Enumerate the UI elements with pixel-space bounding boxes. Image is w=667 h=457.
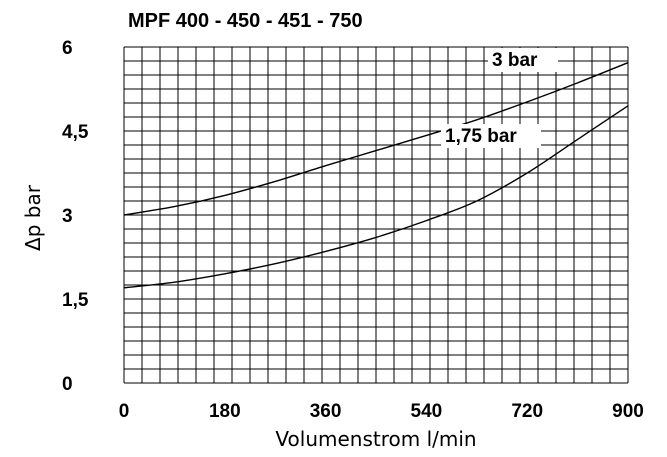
series-label-background [488,48,558,72]
x-axis-ticks: 0 180 360 540 720 900 [119,401,644,422]
x-axis-label: Volumenstrom l/min [275,427,476,451]
y-tick-label: 1,5 [62,290,89,311]
y-tick-label: 4,5 [62,122,89,143]
x-tick-label: 0 [119,401,130,422]
y-tick-label: 3 [62,206,73,227]
x-tick-label: 540 [411,401,443,422]
series-label-background [441,124,541,148]
x-tick-label: 180 [209,401,241,422]
x-tick-label: 900 [612,401,644,422]
curves: 3 bar 1,75 bar [123,48,629,289]
grid [123,46,629,384]
x-tick-label: 720 [511,401,543,422]
series-line [123,105,629,289]
y-tick-label: 6 [62,38,73,59]
y-axis-ticks: 0 1,5 3 4,5 6 [62,38,89,395]
y-tick-label: 0 [62,374,73,395]
chart-title: MPF 400 - 450 - 451 - 750 [128,10,363,32]
y-axis-label: Δp bar [21,184,45,251]
x-tick-label: 360 [310,401,342,422]
series-label: 3 bar [492,50,538,71]
series-line [123,62,629,216]
series-label: 1,75 bar [445,126,517,147]
